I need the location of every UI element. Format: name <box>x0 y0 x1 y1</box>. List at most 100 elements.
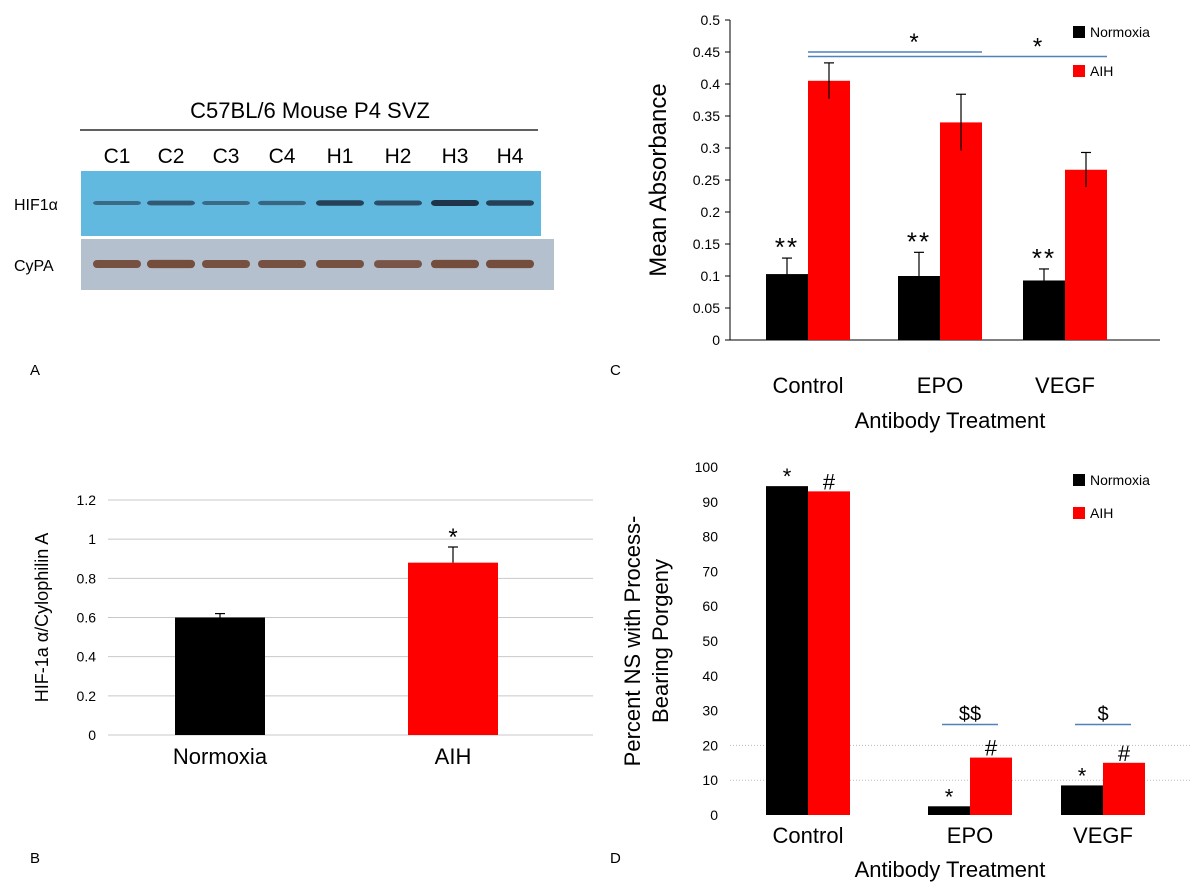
chart-c-significance: ** <box>1032 243 1056 273</box>
panel-letter-b: B <box>30 850 41 867</box>
chart-b-ytick: 0.6 <box>77 610 97 626</box>
chart-b-ytick: 0.2 <box>77 688 97 704</box>
chart-d-ytick: 60 <box>702 598 718 614</box>
panel-letter-c: C <box>610 362 621 379</box>
chart-c-ytick: 0.1 <box>701 268 721 284</box>
chart-d-bar-normoxia-epo <box>928 806 970 815</box>
chart-b-ytick: 0.4 <box>77 649 97 665</box>
hif1a-band-c3 <box>202 200 250 206</box>
chart-d-category-epo: EPO <box>947 823 993 848</box>
chart-c-ytick: 0.05 <box>693 300 720 316</box>
chart-b-bar-aih <box>408 562 498 735</box>
lane-label-h3: H3 <box>442 145 469 168</box>
cypa-row-label: CyPA <box>14 258 54 275</box>
chart-d-significance: # <box>1118 741 1131 766</box>
chart-d-legend-label-normoxia: Normoxia <box>1090 472 1150 488</box>
cypa-band-c1 <box>93 259 141 269</box>
chart-c-ytick: 0.35 <box>693 108 720 124</box>
chart-d-ylabel-line: Percent NS with Process- <box>620 516 645 767</box>
chart-c-comparison-star: * <box>909 29 918 56</box>
lane-label-c1: C1 <box>104 145 131 168</box>
cypa-band-h4 <box>486 259 534 269</box>
panel-letter-d: D <box>610 850 621 867</box>
chart-b-bar-normoxia <box>175 617 265 735</box>
chart-c-ytick: 0.45 <box>693 44 720 60</box>
chart-d-comparison-mark: $$ <box>959 704 981 726</box>
lane-label-h1: H1 <box>327 145 354 168</box>
cypa-band-h1 <box>316 259 364 269</box>
chart-b-category-normoxia: Normoxia <box>173 744 268 769</box>
chart-c-ytick: 0.3 <box>701 140 721 156</box>
chart-c-ytick: 0 <box>712 332 720 348</box>
chart-d-significance: * <box>783 464 792 489</box>
chart-d-ytick: 40 <box>702 668 718 684</box>
chart-c-ytick: 0.4 <box>701 76 721 92</box>
chart-d-category-vegf: VEGF <box>1073 823 1133 848</box>
chart-c-ytick: 0.5 <box>701 12 721 28</box>
chart-d-ytick: 50 <box>702 633 718 649</box>
chart-c-legend-label-normoxia: Normoxia <box>1090 24 1150 40</box>
chart-c-ytick: 0.25 <box>693 172 720 188</box>
hif1a-band-c4 <box>258 200 306 206</box>
cypa-band-h3 <box>431 259 479 269</box>
hif1a-row-label: HIF1α <box>14 197 58 214</box>
cypa-band-c3 <box>202 259 250 269</box>
chart-b-category-aih: AIH <box>435 744 472 769</box>
lane-label-h4: H4 <box>497 145 524 168</box>
chart-c-category-vegf: VEGF <box>1035 373 1095 398</box>
chart-c-category-epo: EPO <box>917 373 963 398</box>
chart-c-legend-swatch-aih <box>1073 65 1085 77</box>
cypa-band-c4 <box>258 259 306 269</box>
chart-d-legend-label-aih: AIH <box>1090 505 1113 521</box>
chart-b-ytick: 1.2 <box>77 492 97 508</box>
chart-d-ytick: 70 <box>702 563 718 579</box>
hif1a-band-h1 <box>316 200 364 206</box>
chart-d-ylabel-line: Bearing Porgeny <box>648 559 673 723</box>
chart-d-significance: * <box>1078 763 1087 788</box>
hif1a-band-c2 <box>147 200 195 206</box>
chart-c-significance: ** <box>775 232 799 262</box>
chart-d-ytick: 80 <box>702 529 718 545</box>
lane-label-c3: C3 <box>213 145 240 168</box>
chart-d-significance: # <box>985 736 998 761</box>
chart-b-significance: * <box>448 524 457 551</box>
chart-b-hif1a-ratio: 0 0.2 0.4 0.6 0.8 1 1.2 Normoxia AIH * HIF-1a α… <box>32 492 593 769</box>
chart-c-legend-swatch-normoxia <box>1073 26 1085 38</box>
chart-c-comparison-star: * <box>1033 33 1042 60</box>
chart-d-significance: # <box>823 469 836 494</box>
lane-label-c4: C4 <box>269 145 296 168</box>
chart-d-ytick: 0 <box>710 807 718 823</box>
chart-d-ytick: 10 <box>702 772 718 788</box>
hif1a-band-c1 <box>93 200 141 206</box>
hif1a-band-h4 <box>486 200 534 206</box>
chart-d-percent-ns: 0 10 20 30 40 50 60 70 80 90 100 Control EPO VEGF * #… <box>620 459 1190 882</box>
chart-c-bar-aih-control <box>808 80 850 341</box>
chart-c-significance: ** <box>907 226 931 256</box>
chart-d-bar-aih-vegf <box>1103 762 1145 815</box>
chart-d-ytick: 20 <box>702 737 718 753</box>
chart-c-ytick: 0.15 <box>693 236 720 252</box>
hif1a-band-h3 <box>431 200 479 206</box>
chart-d-significance: * <box>945 784 954 809</box>
chart-c-ylabel: Mean Absorbance <box>645 83 672 276</box>
chart-c-bar-aih-epo <box>940 122 982 341</box>
lane-label-h2: H2 <box>385 145 412 168</box>
western-blot: C57BL/6 Mouse P4 SVZ C1 C2 C3 C4 H1 H2 H3 H4 HI… <box>14 98 554 290</box>
chart-c-mean-absorbance: 0 0.05 0.1 0.15 0.2 0.25 0.3 0.35 0.4 0.45 0.5 Con… <box>645 12 1160 433</box>
chart-b-ytick: 1 <box>88 531 96 547</box>
chart-d-ytick: 100 <box>695 459 719 475</box>
chart-d-legend-swatch-normoxia <box>1073 474 1085 486</box>
chart-d-ytick: 30 <box>702 703 718 719</box>
chart-d-bar-normoxia-control <box>766 486 808 815</box>
chart-c-ytick: 0.2 <box>701 204 721 220</box>
chart-b-ytick: 0.8 <box>77 570 97 586</box>
chart-d-bar-aih-control <box>808 491 850 815</box>
lane-label-c2: C2 <box>158 145 185 168</box>
chart-d-comparison-mark: $ <box>1097 704 1108 726</box>
cypa-band-c2 <box>147 259 195 269</box>
cypa-band-h2 <box>374 260 422 268</box>
chart-d-category-control: Control <box>773 823 844 848</box>
chart-d-bar-normoxia-vegf <box>1061 785 1103 815</box>
hif1a-band-h2 <box>374 200 422 206</box>
chart-c-legend-label-aih: AIH <box>1090 63 1113 79</box>
